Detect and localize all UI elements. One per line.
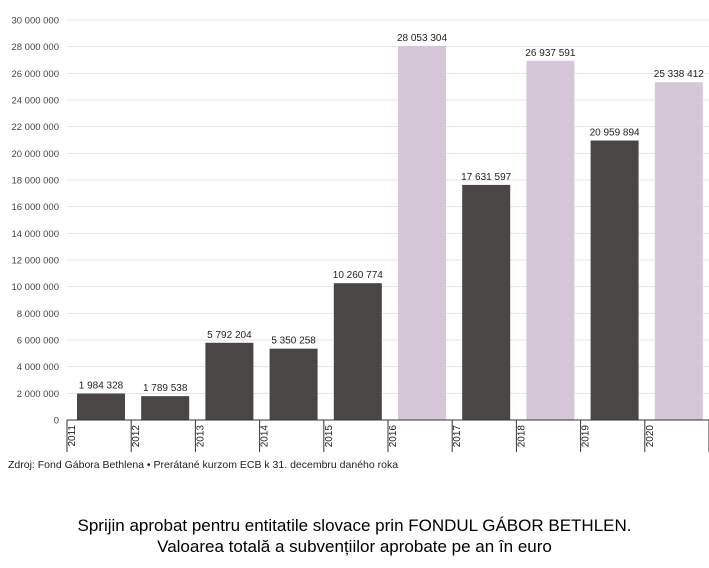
bar-chart: 0 2 000 000 4 000 000 6 000 000 8 000 000 10 … xyxy=(11,16,709,452)
y-tick-label: 26 000 000 xyxy=(11,69,59,80)
y-tick-label: 14 000 000 xyxy=(11,229,59,240)
bar-2020 xyxy=(654,82,703,420)
gridlines xyxy=(67,19,709,394)
x-axis xyxy=(66,419,709,452)
x-tick-label-2013: 2013 xyxy=(195,425,206,448)
y-tick-label: 6 000 000 xyxy=(17,336,59,347)
y-tick-label: 10 000 000 xyxy=(11,282,59,293)
y-tick-label: 16 000 000 xyxy=(11,202,59,213)
data-label-2017: 17 631 597 xyxy=(461,172,511,183)
bar-2017 xyxy=(462,184,511,420)
y-tick-label: 12 000 000 xyxy=(11,256,59,267)
x-tick-label-2020: 2020 xyxy=(645,425,656,448)
caption-line-1: Sprijin aprobat pentru entitatile slovac… xyxy=(77,516,632,535)
y-tick-label: 18 000 000 xyxy=(11,176,59,187)
bar-2012 xyxy=(141,396,190,420)
x-axis-category-labels: 2011 2012 2013 2014 2015 2016 2017 2018 2019 2020 xyxy=(67,425,656,448)
x-tick-label-2015: 2015 xyxy=(324,425,335,448)
bar-2016 xyxy=(398,45,446,421)
data-label-2019: 20 959 894 xyxy=(590,128,640,139)
x-tick-label-2014: 2014 xyxy=(260,425,271,448)
data-labels: 1 984 328 1 789 538 5 792 204 5 350 258 10 2… xyxy=(79,33,705,394)
data-label-2020: 25 338 412 xyxy=(654,69,704,80)
data-label-2014: 5 350 258 xyxy=(271,336,316,347)
bar-2013 xyxy=(205,342,254,420)
data-label-2011: 1 984 328 xyxy=(79,381,124,392)
x-tick-label-2019: 2019 xyxy=(581,425,592,448)
x-tick-label-2016: 2016 xyxy=(388,425,399,448)
y-tick-label: 24 000 000 xyxy=(11,96,59,107)
data-label-2016: 28 053 304 xyxy=(397,33,447,44)
figure-caption: Sprijin aprobat pentru entitatile slovac… xyxy=(0,515,709,557)
x-tick-label-2012: 2012 xyxy=(131,425,142,448)
data-label-2018: 26 937 591 xyxy=(525,48,575,59)
x-tick-label-2017: 2017 xyxy=(452,425,463,448)
x-tick-label-2018: 2018 xyxy=(516,425,527,448)
x-tick-label-2011: 2011 xyxy=(67,425,78,447)
bars xyxy=(77,45,703,421)
bar-2014 xyxy=(269,348,318,420)
y-tick-label: 4 000 000 xyxy=(17,362,59,373)
bar-2019 xyxy=(590,140,639,421)
y-tick-label: 20 000 000 xyxy=(11,149,59,160)
caption-line-2: Valoarea totală a subvențiilor aprobate … xyxy=(157,537,552,556)
bar-2011 xyxy=(77,393,125,420)
bar-2018 xyxy=(526,60,575,420)
data-label-2015: 10 260 774 xyxy=(333,270,383,281)
bar-2015 xyxy=(333,283,382,420)
y-tick-label: 30 000 000 xyxy=(11,16,59,27)
data-label-2012: 1 789 538 xyxy=(143,383,188,394)
y-tick-label: 8 000 000 xyxy=(17,309,59,320)
y-tick-label: 22 000 000 xyxy=(11,122,59,133)
y-axis-tick-labels: 0 2 000 000 4 000 000 6 000 000 8 000 000 10 … xyxy=(11,16,59,427)
source-note: Zdroj: Fond Gábora Bethlena • Prerátané … xyxy=(8,459,399,471)
y-tick-label: 0 xyxy=(54,416,59,427)
y-tick-label: 28 000 000 xyxy=(11,42,59,53)
y-tick-label: 2 000 000 xyxy=(17,389,59,400)
data-label-2013: 5 792 204 xyxy=(207,330,252,341)
